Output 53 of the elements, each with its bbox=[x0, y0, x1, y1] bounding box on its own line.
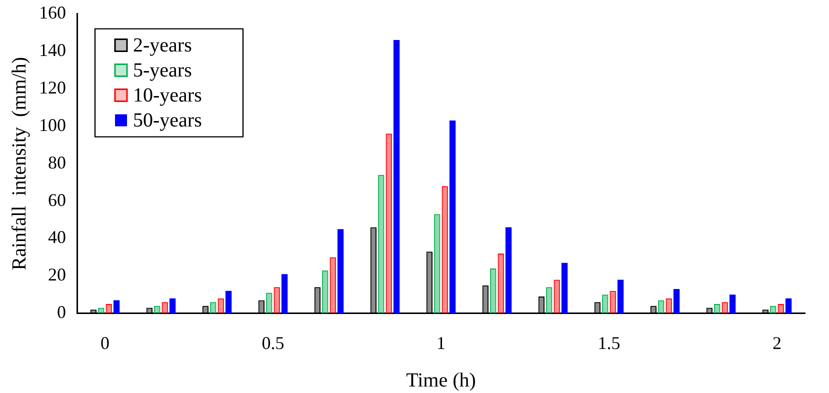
y-tick-label: 60 bbox=[48, 190, 66, 210]
bar bbox=[274, 287, 280, 314]
bar bbox=[442, 186, 448, 314]
y-axis-title: Rainfall intensity (mm/h) bbox=[8, 56, 30, 270]
bar bbox=[498, 253, 504, 314]
bar bbox=[729, 294, 736, 314]
x-tick-label: 0.5 bbox=[262, 332, 284, 353]
bar bbox=[610, 290, 616, 314]
legend-label: 50-years bbox=[133, 110, 202, 132]
bar bbox=[666, 298, 672, 314]
legend-label: 10-years bbox=[133, 84, 202, 107]
bar bbox=[266, 292, 272, 314]
bar bbox=[785, 298, 792, 314]
legend-label: 5-years bbox=[133, 60, 192, 82]
x-tick-label: 1.5 bbox=[598, 332, 620, 353]
bar bbox=[393, 40, 400, 314]
bar bbox=[337, 229, 344, 314]
bar bbox=[434, 214, 440, 314]
legend-label: 2-years bbox=[133, 34, 192, 57]
bar bbox=[561, 262, 568, 314]
bar bbox=[225, 290, 232, 314]
bar bbox=[673, 289, 680, 314]
bar bbox=[658, 300, 664, 314]
y-tick-label: 140 bbox=[39, 40, 66, 60]
y-tick-label: 80 bbox=[48, 152, 66, 172]
x-tick-label: 2 bbox=[772, 332, 782, 353]
y-tick-label: 40 bbox=[48, 227, 66, 248]
y-tick-label: 160 bbox=[39, 2, 66, 23]
x-tick-label: 0 bbox=[100, 332, 110, 353]
x-tick-label: 1 bbox=[436, 332, 446, 353]
bar bbox=[113, 300, 120, 314]
bar bbox=[722, 302, 728, 314]
bar bbox=[490, 268, 496, 314]
bar bbox=[162, 302, 168, 314]
x-axis-title: Time (h) bbox=[406, 369, 476, 392]
bar bbox=[386, 134, 392, 314]
bar bbox=[218, 298, 224, 314]
bar bbox=[330, 257, 336, 314]
bar bbox=[281, 274, 288, 314]
bar bbox=[322, 270, 328, 314]
y-tick-label: 20 bbox=[48, 264, 66, 285]
bar bbox=[210, 302, 216, 314]
bar bbox=[554, 280, 560, 314]
bar bbox=[602, 294, 608, 314]
y-tick-label: 100 bbox=[39, 114, 66, 135]
y-tick-label: 120 bbox=[39, 77, 66, 98]
bar bbox=[546, 287, 552, 314]
bar bbox=[505, 227, 512, 314]
bar bbox=[378, 174, 384, 314]
bar bbox=[169, 298, 176, 314]
bar bbox=[617, 280, 624, 314]
bar bbox=[449, 120, 456, 314]
y-tick-label: 0 bbox=[57, 302, 66, 322]
